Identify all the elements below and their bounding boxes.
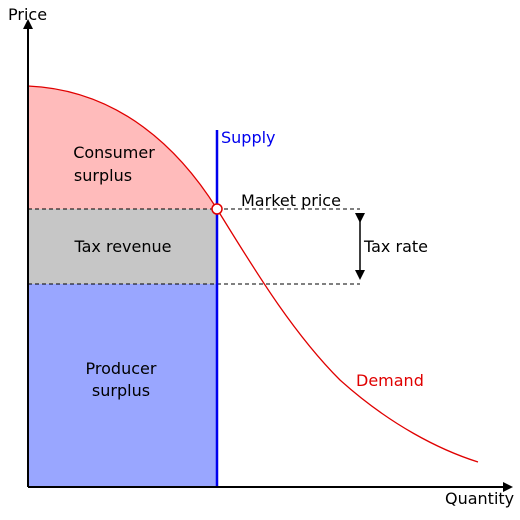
equilibrium-point	[211, 203, 223, 215]
region-label: surplus	[74, 166, 132, 185]
demand-curve	[27, 85, 479, 463]
region-label: surplus	[92, 381, 150, 400]
tax-revenue-area	[28, 209, 217, 284]
annotation: Tax rate	[363, 237, 428, 256]
supply-label: Supply	[221, 128, 276, 147]
region-label: Consumer	[73, 143, 155, 162]
region-label: Producer	[86, 359, 157, 378]
demand-label: Demand	[356, 371, 424, 390]
y-axis-label: Price	[8, 5, 47, 24]
x-axis-label: Quantity	[445, 489, 514, 508]
consumer-surplus-area	[28, 86, 217, 209]
producer-surplus-area	[28, 284, 217, 487]
annotation: Market price	[241, 191, 341, 210]
region-label: Tax revenue	[74, 237, 172, 256]
